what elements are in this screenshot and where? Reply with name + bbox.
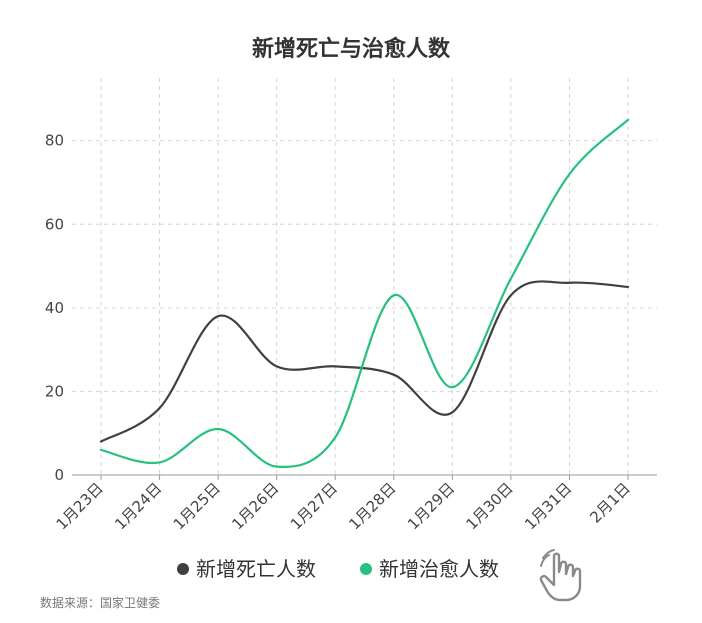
y-tick-label-2: 40	[45, 299, 64, 317]
legend-marker-recoveries	[360, 563, 372, 575]
y-tick-labels: 0 20 40 60 80	[45, 132, 64, 484]
axis-layer	[72, 474, 657, 480]
y-tick-label-1: 20	[45, 382, 64, 400]
x-tick-label-1: 1月24日	[111, 479, 165, 533]
x-tick-label-0: 1月23日	[53, 479, 107, 533]
source-note: 数据来源：国家卫健委	[40, 595, 160, 610]
x-tick-label-4: 1月27日	[287, 479, 341, 533]
x-tick-label-3: 1月26日	[228, 479, 282, 533]
y-tick-label-3: 60	[45, 215, 64, 233]
x-tick-label-2: 1月25日	[170, 479, 224, 533]
x-tick-label-8: 1月31日	[521, 479, 575, 533]
x-tick-label-6: 1月29日	[404, 479, 458, 533]
x-tick-label-9: 2月1日	[586, 479, 633, 526]
x-tick-label-5: 1月28日	[345, 479, 399, 533]
x-tick-labels: 1月23日 1月24日 1月25日 1月26日 1月27日 1月28日 1月29日 1月30日…	[53, 479, 634, 533]
legend-label-deaths[interactable]: 新增死亡人数	[196, 557, 316, 581]
x-tick-label-7: 1月30日	[463, 479, 517, 533]
series-line-recoveries[interactable]	[99, 118, 630, 469]
y-tick-label-0: 0	[54, 466, 64, 484]
legend-marker-deaths	[177, 563, 189, 575]
hand-pointer-icon	[539, 549, 582, 602]
legend-label-recoveries[interactable]: 新增治愈人数	[379, 557, 499, 581]
chart-title: 新增死亡与治愈人数	[252, 36, 451, 62]
series-line-deaths[interactable]	[99, 280, 630, 443]
y-tick-label-4: 80	[45, 132, 64, 150]
legend[interactable]: 新增死亡人数 新增治愈人数	[177, 557, 499, 581]
series-layer	[99, 118, 630, 469]
grid-layer	[72, 78, 657, 475]
